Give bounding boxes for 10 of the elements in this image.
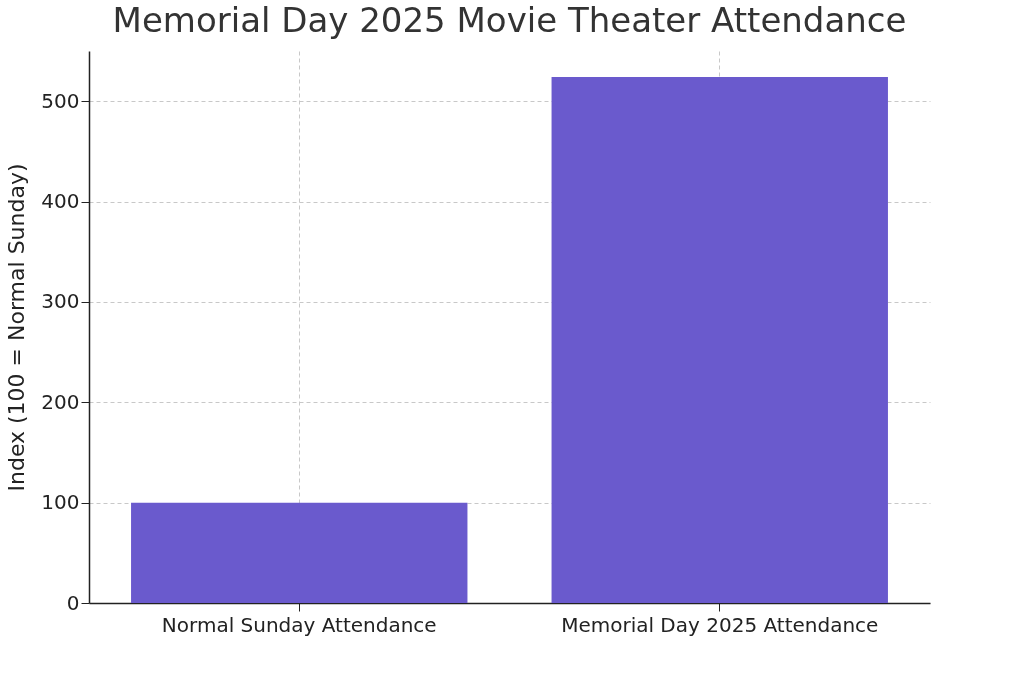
- y-tick-label: 300: [41, 289, 80, 314]
- y-tick-label: 500: [41, 88, 80, 113]
- y-tick-label: 100: [41, 490, 80, 515]
- y-axis-title: Index (100 = Normal Sunday): [4, 163, 30, 492]
- y-tick-label: 0: [66, 590, 80, 615]
- y-tick-label: 400: [41, 189, 80, 214]
- x-tick-label: Memorial Day 2025 Attendance: [561, 612, 879, 637]
- chart-title: Memorial Day 2025 Movie Theater Attendance: [112, 0, 907, 40]
- x-tick-label: Normal Sunday Attendance: [161, 612, 437, 637]
- y-tick-label: 200: [41, 389, 80, 414]
